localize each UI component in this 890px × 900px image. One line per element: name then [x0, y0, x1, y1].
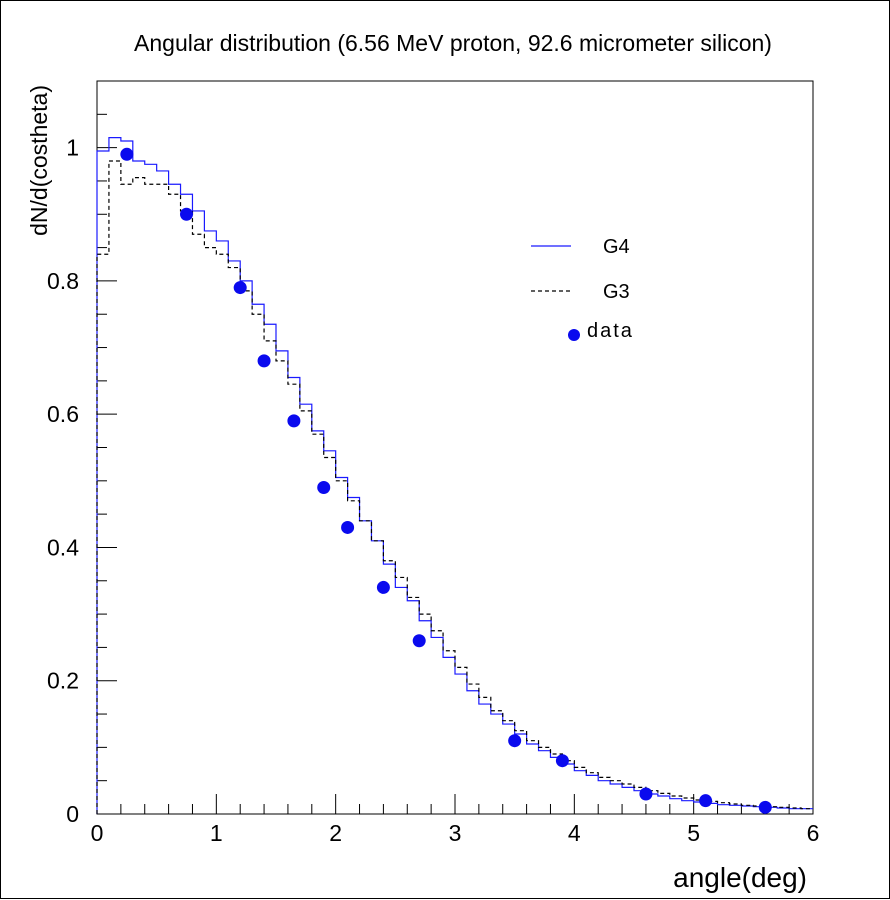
data-point — [555, 754, 569, 768]
y-axis-ticks: 0 0.2 0.4 0.6 0.8 1 — [47, 113, 117, 827]
y-axis-label: dN/d(costheta) — [26, 85, 52, 236]
y-tick-label: 0.6 — [47, 401, 79, 427]
y-tick-label: 1 — [66, 135, 79, 161]
data-point — [180, 207, 193, 221]
data-point — [341, 520, 355, 534]
series-layer — [96, 137, 813, 814]
legend-g3-label: G3 — [603, 281, 630, 303]
data-point — [120, 147, 134, 161]
series-g3-line — [96, 160, 813, 814]
x-tick-label: 5 — [687, 820, 700, 846]
x-tick-label: 1 — [210, 820, 223, 846]
data-point — [287, 414, 301, 428]
data-point — [508, 734, 522, 748]
y-tick-label: 0.2 — [47, 668, 79, 694]
x-tick-label: 4 — [568, 820, 581, 846]
data-point — [317, 480, 331, 494]
y-tick-label: 0 — [66, 801, 79, 827]
data-point — [412, 634, 426, 648]
x-tick-label: 6 — [807, 820, 820, 846]
series-g4-line — [96, 137, 813, 814]
data-point — [376, 580, 390, 594]
data-point — [233, 281, 247, 295]
legend: G4 G3 data — [531, 236, 634, 342]
data-point — [699, 794, 713, 808]
chart-title: Angular distribution (6.56 MeV proton, 9… — [134, 30, 772, 56]
y-tick-label: 0.4 — [47, 534, 79, 560]
x-axis-label: angle(deg) — [673, 862, 807, 893]
x-tick-label: 0 — [91, 820, 104, 846]
legend-data-label: data — [587, 320, 634, 342]
x-tick-label: 3 — [449, 820, 462, 846]
data-point — [639, 787, 653, 801]
x-tick-label: 2 — [329, 820, 342, 846]
data-point — [758, 800, 772, 814]
plot-area — [96, 80, 814, 815]
legend-data-swatch — [568, 329, 580, 341]
data-point — [257, 354, 271, 368]
legend-g4-label: G4 — [603, 236, 630, 258]
y-tick-label: 0.8 — [47, 268, 79, 294]
